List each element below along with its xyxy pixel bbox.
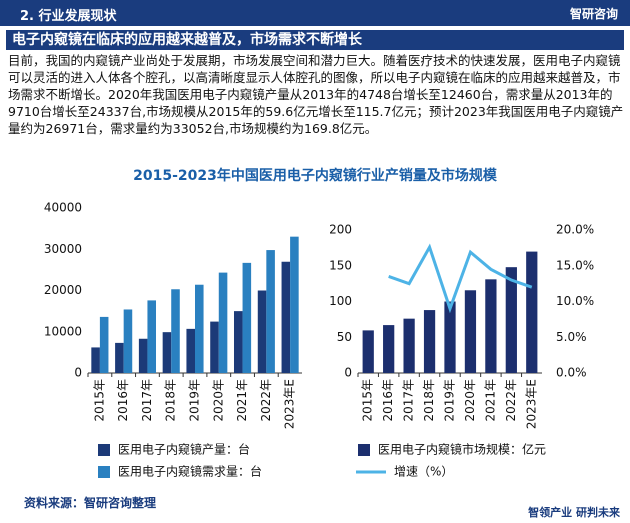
x-tick-label: 2021年 xyxy=(483,379,497,422)
legend-label: 增速（%） xyxy=(394,465,453,479)
y-tick-label: 10000 xyxy=(44,324,82,338)
y-tick-label: 50 xyxy=(337,330,352,344)
bar xyxy=(290,236,299,373)
y-tick-label: 30000 xyxy=(44,242,82,256)
bar xyxy=(195,284,204,373)
bar xyxy=(362,330,374,373)
bar xyxy=(383,325,395,373)
bar xyxy=(147,300,157,373)
legend-swatch xyxy=(98,466,110,478)
x-tick-label: 2015年 xyxy=(92,379,106,422)
x-tick-label: 2023年E xyxy=(524,379,538,429)
x-tick-label: 2017年 xyxy=(140,379,154,422)
y2-tick-label: 5.0% xyxy=(556,330,587,344)
x-tick-label: 2022年 xyxy=(504,379,518,422)
y-tick-label: 0 xyxy=(344,366,352,380)
x-tick-label: 2015年 xyxy=(361,379,375,422)
bar xyxy=(233,311,243,373)
legend-swatch xyxy=(358,444,370,456)
y-tick-label: 150 xyxy=(329,258,352,272)
bar xyxy=(423,310,436,373)
bar xyxy=(281,261,291,373)
bar xyxy=(186,328,195,373)
slogan: 智领产业 研判未来 xyxy=(528,506,620,519)
bar xyxy=(115,342,124,373)
bar xyxy=(91,347,100,373)
y2-tick-label: 10.0% xyxy=(556,294,594,308)
bar xyxy=(464,290,477,373)
x-tick-label: 2018年 xyxy=(164,379,178,422)
section-title: 2. 行业发展现状 xyxy=(20,9,117,24)
bar xyxy=(99,316,109,373)
bar xyxy=(171,289,180,373)
bar xyxy=(444,301,456,373)
bar xyxy=(210,321,219,373)
y2-tick-label: 0.0% xyxy=(556,366,587,380)
y2-tick-label: 20.0% xyxy=(556,223,594,237)
x-tick-label: 2018年 xyxy=(422,379,436,422)
bar xyxy=(403,318,415,373)
x-tick-label: 2019年 xyxy=(188,379,202,422)
legend-label: 医用电子内窥镜市场规模：亿元 xyxy=(378,442,546,457)
brand: 智研咨询 xyxy=(569,7,618,21)
legend-swatch xyxy=(98,444,110,456)
bar xyxy=(257,290,267,373)
x-tick-label: 2020年 xyxy=(463,379,477,422)
legend-label: 医用电子内窥镜产量：台 xyxy=(118,442,250,457)
bar xyxy=(218,272,228,373)
x-tick-label: 2016年 xyxy=(116,379,130,422)
x-tick-label: 2020年 xyxy=(211,379,225,422)
bar xyxy=(266,250,275,373)
y-tick-label: 20000 xyxy=(44,283,82,297)
figure-title: 2015-2023年中国医用电子内窥镜行业产销量及市场规模 xyxy=(133,167,498,184)
y-tick-label: 40000 xyxy=(44,201,82,215)
paragraph: 目前，我国的内窥镜产业尚处于发展期，市场发展空间和潜力巨大。随着医疗技术的快速发… xyxy=(8,53,624,136)
top-bar xyxy=(0,0,630,26)
y-tick-label: 0 xyxy=(74,366,82,380)
x-tick-label: 2021年 xyxy=(235,379,249,422)
x-tick-label: 2017年 xyxy=(402,379,416,422)
bar xyxy=(526,251,538,373)
x-tick-label: 2016年 xyxy=(381,379,395,422)
headline: 电子内窥镜在临床的应用越来越普及，市场需求不断增长 xyxy=(6,30,624,50)
bar xyxy=(242,262,252,373)
y-tick-label: 100 xyxy=(329,294,352,308)
x-tick-label: 2022年 xyxy=(259,379,273,422)
bar xyxy=(485,279,497,373)
x-tick-label: 2019年 xyxy=(443,379,457,422)
growth-line xyxy=(388,243,533,314)
bar xyxy=(162,332,172,373)
x-tick-label: 2023年E xyxy=(283,379,297,429)
bar xyxy=(505,267,517,373)
y-tick-label: 200 xyxy=(329,223,352,237)
source: 资料来源：智研咨询整理 xyxy=(24,496,157,510)
legend-label: 医用电子内窥镜需求量：台 xyxy=(118,464,262,479)
bar xyxy=(123,309,133,373)
bar xyxy=(138,338,148,373)
y2-tick-label: 15.0% xyxy=(556,258,594,272)
